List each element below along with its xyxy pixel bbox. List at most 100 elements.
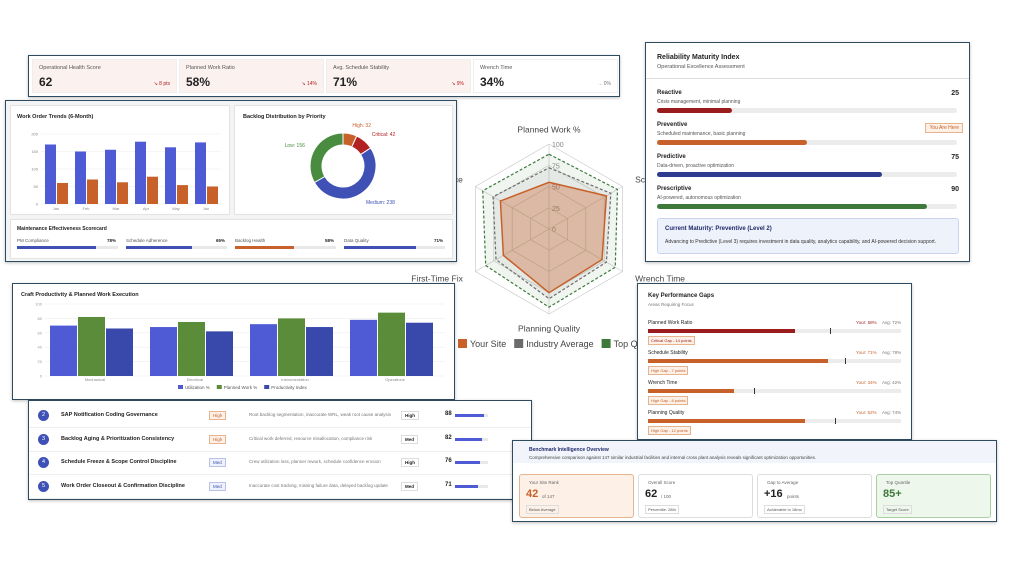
stat-unit: / 100 (661, 494, 672, 499)
work-order-panel: Work Order Trends (6-Month) 0 50 100 150 200 J… (5, 100, 457, 262)
gap-name: Wrench Time (648, 380, 678, 386)
kpi-value: 34% (480, 75, 505, 89)
legend-swatch (514, 339, 524, 348)
title: Backlog Distribution by Priority (243, 114, 326, 120)
stat-value: +16 (764, 488, 783, 500)
y-tick-label: 100 (31, 167, 38, 172)
x-tick-label: Feb (83, 206, 91, 211)
text: Comprehensive comparison against 147 sim… (529, 455, 817, 460)
stat-note: Percentile: 28th (645, 505, 679, 514)
title: Benchmark Intelligence Overview (529, 447, 609, 453)
score-track (455, 461, 488, 464)
gap-your: Your: 71% (856, 350, 877, 355)
legend-label: Your Site (470, 339, 506, 349)
current-title: Current Maturity: Preventive (Level 2) (665, 226, 772, 232)
bar (57, 183, 68, 204)
gap-track (648, 418, 901, 424)
level-badge: Med (401, 481, 418, 491)
backlog-card: Backlog Distribution by Priority High: 32… (234, 105, 453, 215)
axis-line (475, 186, 550, 230)
row-title: Schedule Freeze & Scope Control Discipli… (61, 459, 177, 465)
bar (350, 319, 377, 376)
initiatives-panel: 2 SAP Notification Coding Governance High R… (28, 400, 532, 500)
bar (117, 182, 128, 204)
title: Maintenance Effectiveness Scorecard (17, 226, 107, 232)
r-tick-label: 50 (552, 185, 560, 192)
score-track (455, 414, 488, 417)
progress-track (657, 140, 957, 145)
kpi-change: ↘ 8 pts (153, 81, 170, 87)
score-label: 65% (216, 238, 226, 243)
score-track (455, 484, 488, 488)
level-name: Prescriptive (657, 186, 692, 192)
score-track (344, 246, 445, 249)
score-track (235, 246, 336, 249)
axis-line (548, 228, 623, 272)
avg-marker (845, 358, 847, 364)
impact: Root backlog segmentation, inaccurate WR… (249, 412, 391, 417)
gap-track (648, 358, 901, 364)
bar (147, 176, 158, 204)
progress-bar (657, 108, 732, 113)
x-tick-label: Operations (385, 377, 405, 382)
score-bar (455, 437, 483, 441)
y-tick-label: 150 (31, 149, 38, 154)
gap-badge: High Gap - 12 points (648, 426, 691, 435)
initiative-row: 5 Work Order Closeout & Confirmation Disc… (29, 475, 531, 499)
donut-slice (309, 132, 344, 184)
gap-name: Planning Quality (648, 410, 685, 416)
progress-track (657, 204, 957, 209)
current-text: Advancing to Predictive (Level 3) requir… (665, 239, 937, 245)
kpi-value: 62 (39, 75, 53, 89)
stat-label: Overall Score (648, 480, 676, 485)
x-tick-label: Instrumentation (281, 377, 309, 382)
trend-card: Work Order Trends (6-Month) 0 50 100 150 200 J… (10, 105, 230, 215)
progress-track (657, 108, 957, 113)
bar (50, 325, 77, 376)
stat-card: Top Quartile 85+ Target Score (876, 474, 991, 518)
axis-label: Planning Quality (518, 323, 581, 333)
score-track (455, 437, 488, 441)
row-number: 5 (38, 480, 49, 492)
x-tick-label: Electrical (187, 377, 203, 382)
stat-value: 42 (526, 488, 539, 500)
r-tick-label: 25 (552, 206, 560, 213)
x-tick-label: Jan (53, 206, 59, 211)
progress-track (657, 172, 957, 177)
level-desc: Scheduled maintenance, basic planning (657, 131, 746, 137)
r-tick-label: 100 (552, 142, 564, 149)
gap-avg: Avg: 78% (882, 350, 902, 355)
row-title: SAP Notification Coding Governance (61, 412, 158, 418)
bar (165, 147, 176, 204)
header: Benchmark Intelligence Overview Comprehen… (513, 441, 996, 463)
axis-label: First-Time Fix (411, 274, 463, 284)
level-value: 75 (951, 154, 959, 161)
score-label: 58% (325, 238, 335, 243)
bar (206, 331, 233, 376)
gap-badge: Critical Gap - 14 points (648, 336, 695, 345)
avg-marker (830, 328, 832, 334)
score: 88 (445, 411, 452, 417)
gap-bar (648, 329, 795, 333)
row-title: Work Order Closeout & Confirmation Disci… (61, 482, 185, 489)
subtitle: Areas Requiring Focus (648, 302, 694, 307)
gap-your: Your: 58% (856, 320, 877, 325)
slice-label: High: 32 (352, 123, 371, 129)
x-tick-label: Jun (203, 206, 209, 211)
title: Work Order Trends (6-Month) (17, 114, 94, 120)
stat-label: Top Quartile (886, 480, 911, 485)
kpi-label: Operational Health Score (39, 65, 101, 71)
gaps-panel: Key Performance Gaps Areas Requiring Focu… (637, 283, 912, 440)
score-track (126, 246, 227, 249)
stat-note: Below Average (526, 505, 559, 514)
y-tick-label: 0 (40, 374, 43, 379)
title: Craft Productivity & Planned Work Execut… (21, 292, 139, 298)
kpi-card: Operational Health Score 62 ↘ 8 pts (32, 59, 177, 93)
radar-area (492, 167, 612, 300)
score-name: Backlog Health (235, 238, 266, 243)
subtitle: Operational Excellence Assessment (657, 64, 745, 70)
score-name: PM Compliance (17, 238, 49, 243)
title: Reliability Maturity Index (657, 54, 740, 61)
kpi-change: ↘ 9% (451, 81, 464, 87)
stat-label: Gap to Average (767, 480, 799, 485)
